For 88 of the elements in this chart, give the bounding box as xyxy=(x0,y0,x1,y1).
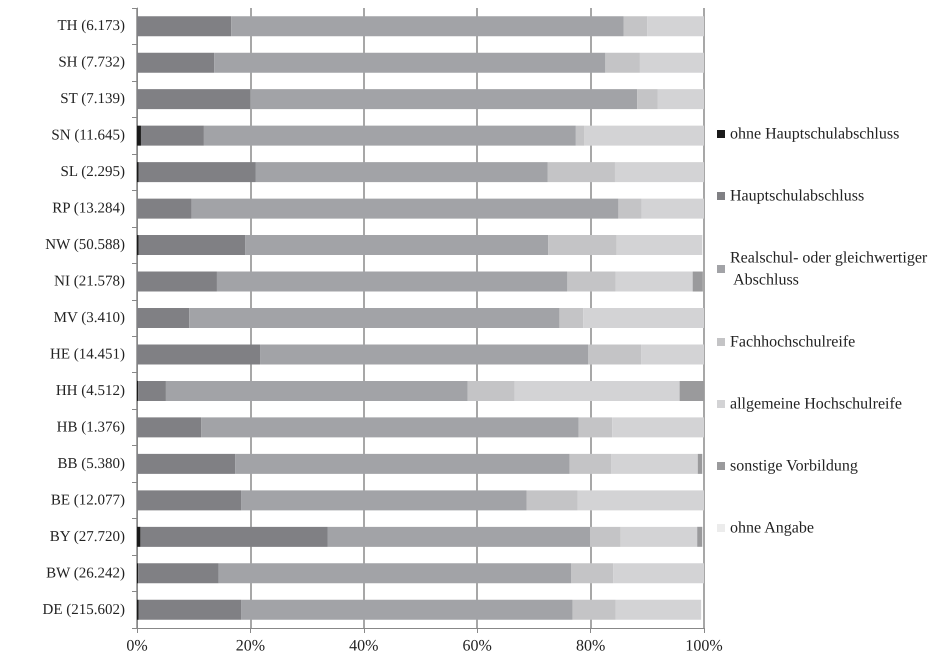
bar xyxy=(578,417,612,438)
y-tick-label: SN (11.645) xyxy=(51,128,126,144)
bar xyxy=(612,417,704,438)
bar xyxy=(697,526,702,547)
y-tick-label: MV (3.410) xyxy=(54,310,126,326)
bar xyxy=(216,272,568,292)
bar xyxy=(559,308,584,328)
y-tick-label: BW (26.242) xyxy=(46,565,125,582)
bar xyxy=(640,52,704,73)
y-tick-label: HH (4.512) xyxy=(56,382,126,399)
bar xyxy=(204,126,576,146)
bar xyxy=(616,600,702,620)
bar xyxy=(567,272,616,292)
bar xyxy=(576,126,584,146)
bar xyxy=(578,490,704,510)
bar xyxy=(618,198,642,219)
bar xyxy=(658,89,704,110)
bar xyxy=(140,126,204,146)
legend-label: ohne Angabe xyxy=(730,520,814,536)
x-tick-label: 60% xyxy=(462,638,492,654)
x-tick-label: 0% xyxy=(126,638,148,654)
y-tick-label: SL (2.295) xyxy=(60,164,125,180)
bar xyxy=(514,380,680,401)
bar xyxy=(256,162,548,182)
y-tick-label: BE (12.077) xyxy=(50,492,125,508)
bar xyxy=(614,162,704,182)
y-tick-label: BY (27.720) xyxy=(50,528,125,545)
bar xyxy=(191,198,618,219)
y-tick-label: SH (7.732) xyxy=(58,54,125,71)
bar xyxy=(588,344,642,364)
bar xyxy=(189,308,560,328)
y-tick-label: DE (215.602) xyxy=(42,602,125,618)
x-tick-label: 40% xyxy=(349,638,378,654)
bar xyxy=(613,563,704,584)
bar xyxy=(231,16,624,36)
legend-label: ohne Hauptschulabschluss xyxy=(730,126,900,142)
bar xyxy=(572,600,616,620)
y-tick-label: NI (21.578) xyxy=(54,274,125,290)
x-tick-label: 80% xyxy=(576,638,606,654)
bar xyxy=(647,16,704,36)
bar xyxy=(241,490,527,510)
bar xyxy=(548,235,617,256)
bar xyxy=(623,16,648,36)
bar xyxy=(241,600,572,620)
bar xyxy=(570,454,612,474)
y-tick-label: RP (13.284) xyxy=(52,200,126,217)
bar xyxy=(218,563,572,584)
bar xyxy=(468,380,515,401)
bar xyxy=(583,308,704,328)
bar xyxy=(620,526,698,547)
bar xyxy=(250,89,638,110)
bar xyxy=(214,52,606,73)
bar xyxy=(166,380,468,401)
y-tick-label: TH (6.173) xyxy=(58,18,125,34)
bar xyxy=(641,344,704,364)
bar xyxy=(680,380,704,401)
bar xyxy=(642,198,704,219)
x-tick-label: 20% xyxy=(236,638,266,654)
bar xyxy=(584,126,704,146)
bar xyxy=(611,454,698,474)
bar xyxy=(328,526,590,547)
legend-label: sonstige Vorbildung xyxy=(730,458,858,474)
bar xyxy=(201,417,579,438)
bar xyxy=(137,126,141,146)
legend-label: Hauptschulabschluss xyxy=(730,188,864,204)
y-tick-label: NW (50.588) xyxy=(45,237,125,254)
legend-label: Fachhochschulreife xyxy=(730,334,856,350)
bar xyxy=(245,235,548,256)
bar xyxy=(260,344,588,364)
bar xyxy=(698,454,702,474)
y-tick-label: HB (1.376) xyxy=(56,419,126,436)
bar xyxy=(692,272,703,292)
bar xyxy=(637,89,658,110)
y-tick-label: ST (7.139) xyxy=(60,91,125,108)
y-tick-label: HE (14.451) xyxy=(50,346,125,362)
bar xyxy=(605,52,640,73)
bar xyxy=(616,272,693,292)
bar xyxy=(571,563,614,584)
x-tick-label: 100% xyxy=(685,638,723,654)
bar xyxy=(235,454,570,474)
bar xyxy=(137,526,140,547)
bar xyxy=(616,235,702,256)
legend-label: allgemeine Hochschulreife xyxy=(730,396,902,412)
legend-label: Realschul- oder gleichwertiger Abschluss xyxy=(730,250,928,288)
bar xyxy=(548,162,615,182)
bar xyxy=(590,526,621,547)
bar xyxy=(526,490,578,510)
y-tick-label: BB (5.380) xyxy=(58,456,126,472)
